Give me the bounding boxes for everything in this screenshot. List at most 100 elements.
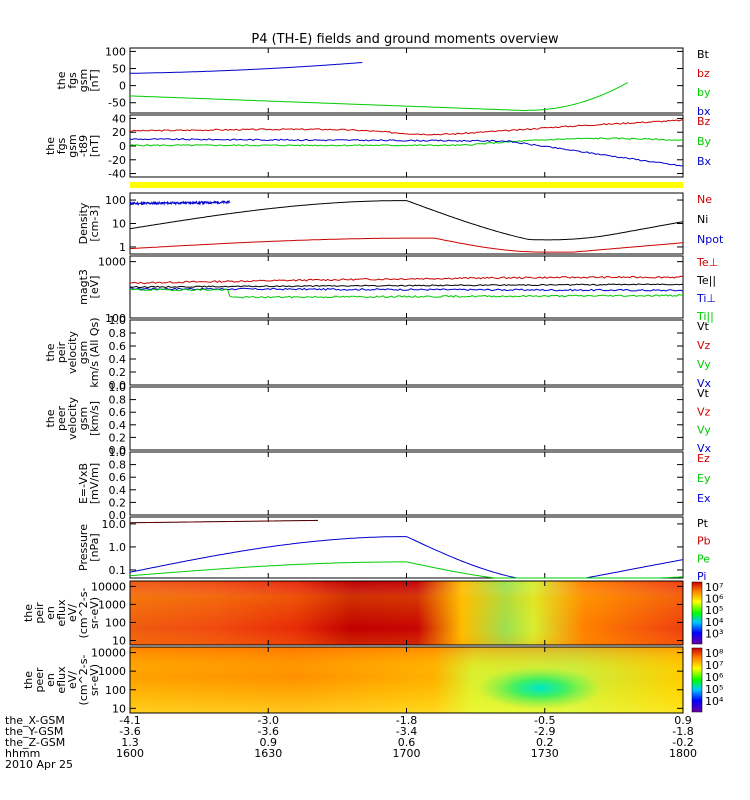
x-tick-label: 0.2 xyxy=(536,736,554,749)
y-tick-label: 1.0 xyxy=(109,381,127,394)
y-tick-label: 100 xyxy=(105,684,126,697)
colorbar-label: 10⁶ xyxy=(705,671,724,684)
legend-fgs_dsl-0: Bz xyxy=(697,115,711,128)
y-tick-label: 0.0 xyxy=(109,444,127,457)
series-Npot xyxy=(129,199,230,207)
y-axis-label: the xyxy=(22,604,35,622)
x-row-label: the_Y-GSM xyxy=(5,725,63,738)
y-tick-label: 0.8 xyxy=(109,327,127,340)
x-row-label: 2010 Apr 25 xyxy=(5,758,73,771)
y-axis-label: gsm xyxy=(66,134,79,157)
y-axis-label: [nT] xyxy=(88,69,101,91)
legend-peer_vel-0: Vt xyxy=(697,387,710,400)
series-Pe xyxy=(129,561,684,579)
y-axis-label: velocity xyxy=(66,397,79,440)
y-tick-label: 100 xyxy=(105,194,126,207)
y-axis-label: velocity xyxy=(66,331,79,374)
x-row-label: the_Z-GSM xyxy=(5,736,65,749)
x-tick-label: -3.0 xyxy=(258,714,279,727)
x-row-label: the_X-GSM xyxy=(5,714,65,727)
y-tick-label: 100 xyxy=(105,45,126,58)
x-tick-label: -2.9 xyxy=(534,725,555,738)
y-tick-label: 0.1 xyxy=(109,564,127,577)
y-axis-label: magt3 xyxy=(77,269,90,305)
series-Pi xyxy=(129,536,684,579)
legend-density-1: Ni xyxy=(697,213,708,226)
y-tick-label: 0.4 xyxy=(109,353,127,366)
colorbar xyxy=(691,647,703,713)
legend-peir_vel-3: Vx xyxy=(697,377,712,390)
y-axis-label: peer xyxy=(33,667,46,693)
y-axis-label: en xyxy=(44,673,57,687)
y-axis-label: peer xyxy=(55,406,68,432)
y-axis-label: [nT] xyxy=(88,135,101,157)
legend-temp-0: Te⊥ xyxy=(696,256,718,269)
panel-frame xyxy=(129,47,684,114)
panel-peer_spec: 10000 1000 100 10 thepeerenefluxeV/(cm^2-s-s… xyxy=(22,646,724,715)
x-tick-label: -0.5 xyxy=(534,714,555,727)
x-tick-label: 0.9 xyxy=(260,736,278,749)
x-tick-label: 1630 xyxy=(254,747,282,760)
y-axis-label: fgs xyxy=(55,137,68,154)
series-Te-perp xyxy=(129,275,684,285)
panel-temp: 1000 100 magt3[eV] Te⊥ Te|| Ti⊥ Ti|| xyxy=(77,255,718,325)
y-tick-label: 1.0 xyxy=(109,314,127,327)
legend-fgs_gsm-0: Bt xyxy=(697,48,710,61)
y-axis-label: peir xyxy=(33,602,46,624)
legend-fgs_dsl-2: Bx xyxy=(697,155,712,168)
legend-pressure-2: Pe xyxy=(697,552,710,565)
legend-fgs_gsm-2: by xyxy=(697,86,711,99)
series-bx xyxy=(130,62,363,74)
y-axis-label: [mV/m] xyxy=(88,463,101,504)
x-tick-label: 0.6 xyxy=(398,736,416,749)
y-tick-label: 0.4 xyxy=(109,484,127,497)
x-row-label: hhmm xyxy=(5,747,40,760)
legend-peer_vel-3: Vx xyxy=(697,442,712,455)
y-tick-label: 0.8 xyxy=(109,459,127,472)
y-axis-label: (cm^2-s- xyxy=(77,588,90,639)
y-axis-label: the xyxy=(22,671,35,689)
legend-peir_vel-2: Vy xyxy=(697,358,711,371)
colorbar-label: 10⁴ xyxy=(705,616,724,629)
spectrogram-peer-feature xyxy=(475,666,605,710)
plot-title: P4 (TH-E) fields and ground moments over… xyxy=(251,32,559,47)
legend-pressure-0: Pt xyxy=(697,517,709,530)
y-axis-label: (cm^2-s- xyxy=(77,655,90,706)
y-tick-label: -40 xyxy=(108,168,126,181)
colorbar-label: 10⁷ xyxy=(705,581,723,594)
colorbar-label: 10⁷ xyxy=(705,659,723,672)
colorbar-label: 10⁸ xyxy=(705,647,724,660)
y-axis-label: fgs xyxy=(66,72,79,89)
y-tick-label: -50 xyxy=(108,97,126,110)
y-tick-label: 100 xyxy=(105,616,126,629)
legend-pressure-1: Pb xyxy=(697,535,711,548)
series-Bx xyxy=(129,138,684,167)
y-axis-label: [nPa] xyxy=(88,533,101,561)
series-Ni xyxy=(129,200,684,241)
x-tick-label: 1700 xyxy=(393,747,421,760)
panel-frame xyxy=(129,192,684,255)
y-tick-label: 0.6 xyxy=(109,340,127,353)
y-tick-label: 100 xyxy=(105,312,126,325)
y-axis-label: peir xyxy=(55,341,68,363)
y-tick-label: -20 xyxy=(108,154,126,167)
y-axis-label: the xyxy=(44,343,57,361)
y-tick-label: 0.0 xyxy=(109,509,127,522)
y-tick-label: 40 xyxy=(112,112,126,125)
colorbar-label: 10⁴ xyxy=(705,695,724,708)
x-tick-label: -0.2 xyxy=(672,736,693,749)
y-tick-label: 0 xyxy=(119,80,126,93)
y-tick-label: 0.4 xyxy=(109,419,127,432)
y-tick-label: 20 xyxy=(112,126,126,139)
y-tick-label: 1000 xyxy=(98,665,126,678)
legend-peer_vel-2: Vy xyxy=(697,424,711,437)
spectrogram-peir-overlay xyxy=(130,581,683,645)
y-tick-label: 0.2 xyxy=(109,366,127,379)
legend-fgs_dsl-1: By xyxy=(697,135,712,148)
colorbar-label: 10⁵ xyxy=(705,683,723,696)
y-tick-label: 50 xyxy=(112,63,126,76)
y-axis-label: [eV] xyxy=(88,276,101,299)
legend-peir_vel-1: Vz xyxy=(697,339,711,352)
